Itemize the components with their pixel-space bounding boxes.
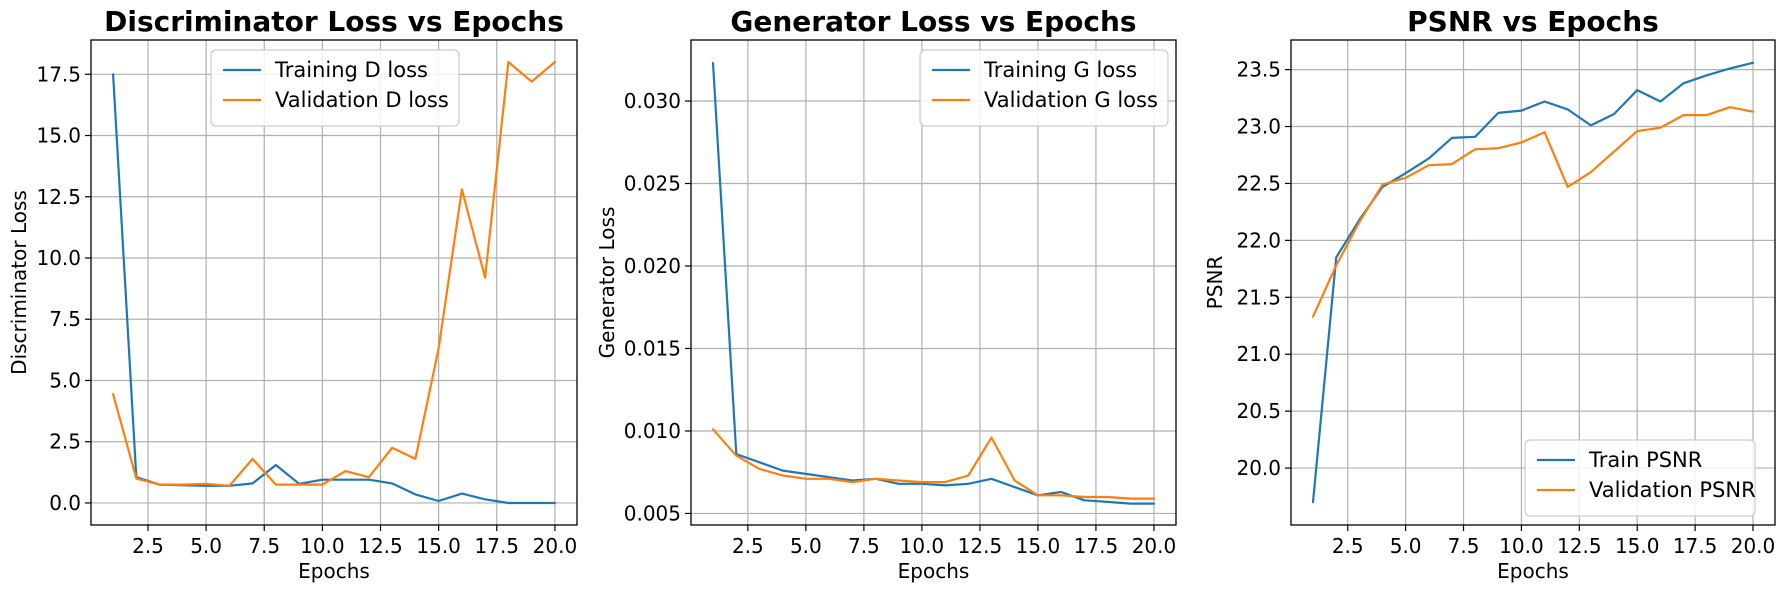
y-tick-label: 23.5	[1236, 58, 1281, 82]
y-tick-label: 5.0	[49, 368, 81, 392]
legend-box	[210, 49, 460, 127]
y-axis-label: PSNR	[1203, 256, 1227, 310]
x-tick-label: 7.5	[1448, 534, 1480, 558]
chart-title: PSNR vs Epochs	[1407, 5, 1659, 38]
x-tick-label: 17.5	[1673, 534, 1718, 558]
chart-3: 2.5 5.0 7.5 10.0 12.5 15.0 17.5 20.0 20.0 20.5 21.…	[1203, 5, 1776, 583]
y-tick-label: 0.005	[624, 501, 681, 525]
y-axis-label: Generator Loss	[595, 207, 619, 359]
x-tick-label: 12.5	[358, 534, 403, 558]
chart-2: 2.5 5.0 7.5 10.0 12.5 15.0 17.5 20.0 0.005 0.010 0…	[595, 5, 1177, 583]
x-axis-label: Epochs	[898, 559, 970, 583]
x-tick-label: 7.5	[848, 534, 880, 558]
x-tick-label: 15.0	[1615, 534, 1660, 558]
legend-entry: Train PSNR	[1588, 448, 1702, 472]
y-tick-label: 22.0	[1236, 228, 1281, 252]
series-line-training	[711, 61, 1156, 505]
y-tick-label: 2.5	[49, 430, 81, 454]
y-tick-label: 23.0	[1236, 115, 1281, 139]
x-tick-label: 15.0	[416, 534, 461, 558]
x-tick-label: 5.0	[790, 534, 822, 558]
x-tick-label: 10.0	[1499, 534, 1544, 558]
y-tick-label: 0.010	[624, 419, 681, 443]
x-axis-label: Epochs	[298, 559, 370, 583]
y-tick-label: 0.0	[49, 491, 81, 515]
x-tick-label: 20.0	[1132, 534, 1177, 558]
chart-title: Generator Loss vs Epochs	[730, 5, 1136, 38]
legend-box	[1524, 439, 1756, 517]
x-tick-label: 5.0	[190, 534, 222, 558]
y-tick-label: 15.0	[36, 124, 81, 148]
y-tick-label: 0.030	[624, 89, 681, 113]
x-tick-label: 10.0	[900, 534, 945, 558]
y-axis-label: Discriminator Loss	[7, 190, 31, 375]
y-tick-label: 20.0	[1236, 456, 1281, 480]
x-tick-label: 15.0	[1016, 534, 1061, 558]
chart-1: 2.5 5.0 7.5 10.0 12.5 15.0 17.5 20.0 0.0 2.5 5.0 7.…	[7, 5, 578, 583]
legend: Train PSNR Validation PSNR	[1524, 439, 1756, 517]
y-tick-label: 21.5	[1236, 285, 1281, 309]
x-tick-label: 2.5	[132, 534, 164, 558]
y-tick-label: 7.5	[49, 307, 81, 331]
series-line-training	[1311, 61, 1755, 504]
plot-frame	[690, 39, 1177, 526]
legend-box	[919, 49, 1169, 127]
y-tick-label: 0.025	[624, 172, 681, 196]
x-axis-label: Epochs	[1497, 559, 1569, 583]
chart-title: Discriminator Loss vs Epochs	[104, 5, 564, 38]
plot-frame	[1290, 39, 1776, 526]
legend-entry: Training D loss	[274, 58, 428, 82]
legend: Training G loss Validation G loss	[919, 49, 1169, 127]
y-tick-label: 20.5	[1236, 399, 1281, 423]
series-line-training	[111, 73, 557, 505]
x-tick-label: 20.0	[533, 534, 578, 558]
x-tick-label: 17.5	[475, 534, 520, 558]
legend-entry: Training G loss	[983, 58, 1137, 82]
legend: Training D loss Validation D loss	[210, 49, 460, 127]
x-tick-label: 10.0	[300, 534, 345, 558]
legend-entry: Validation D loss	[275, 88, 449, 112]
y-tick-label: 12.5	[36, 185, 81, 209]
series-line-validation	[711, 428, 1156, 500]
x-tick-label: 12.5	[958, 534, 1003, 558]
y-tick-label: 10.0	[36, 246, 81, 270]
x-tick-label: 12.5	[1557, 534, 1602, 558]
x-tick-label: 7.5	[248, 534, 280, 558]
legend-entry: Validation PSNR	[1589, 478, 1756, 502]
y-tick-label: 0.020	[624, 254, 681, 278]
x-tick-label: 2.5	[732, 534, 764, 558]
plot-frame	[90, 39, 578, 526]
x-tick-label: 17.5	[1074, 534, 1119, 558]
x-tick-label: 5.0	[1390, 534, 1422, 558]
series-line-validation	[1311, 106, 1755, 318]
legend-entry: Validation G loss	[984, 88, 1158, 112]
y-tick-label: 17.5	[36, 62, 81, 86]
y-tick-label: 22.5	[1236, 171, 1281, 195]
series-line-validation	[111, 60, 557, 487]
y-tick-label: 0.015	[624, 336, 681, 360]
y-tick-label: 21.0	[1236, 342, 1281, 366]
x-tick-label: 2.5	[1332, 534, 1364, 558]
x-tick-label: 20.0	[1731, 534, 1776, 558]
